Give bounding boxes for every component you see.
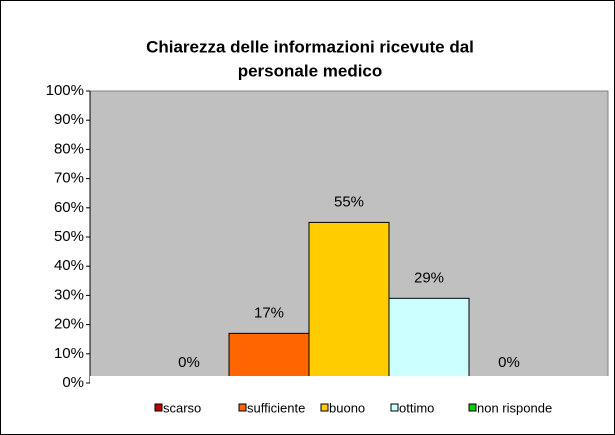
- y-tick-label: 10%: [54, 345, 84, 362]
- data-label: 55%: [334, 193, 364, 210]
- y-tick-label: 20%: [54, 316, 84, 333]
- legend-label: scarso: [163, 400, 201, 415]
- y-tick-label: 60%: [54, 199, 84, 216]
- legend-swatch: [390, 403, 399, 412]
- legend: [90, 376, 610, 426]
- y-tick-label: 80%: [54, 140, 84, 157]
- y-tick-label: 100%: [46, 82, 84, 99]
- y-tick-label: 50%: [54, 228, 84, 245]
- legend-swatch: [154, 403, 163, 412]
- data-label: 29%: [414, 269, 444, 286]
- bar: [228, 332, 310, 384]
- legend-label: ottimo: [399, 400, 434, 415]
- data-label: 17%: [254, 304, 284, 321]
- y-tick-label: 0%: [62, 374, 84, 391]
- y-tick-label: 90%: [54, 111, 84, 128]
- y-tick-label: 70%: [54, 170, 84, 187]
- bar: [308, 221, 390, 384]
- legend-label: non risponde: [477, 400, 552, 415]
- y-tick-label: 30%: [54, 286, 84, 303]
- legend-swatch: [468, 403, 477, 412]
- bar: [388, 297, 470, 384]
- legend-swatch: [320, 403, 329, 412]
- legend-label: sufficiente: [247, 400, 305, 415]
- y-tick-label: 40%: [54, 257, 84, 274]
- data-label: 0%: [498, 354, 520, 371]
- legend-label: buono: [329, 400, 365, 415]
- chart-title: Chiarezza delle informazioni ricevute da…: [146, 37, 474, 56]
- legend-swatch: [238, 403, 247, 412]
- data-label: 0%: [178, 354, 200, 371]
- chart-title: personale medico: [238, 61, 383, 80]
